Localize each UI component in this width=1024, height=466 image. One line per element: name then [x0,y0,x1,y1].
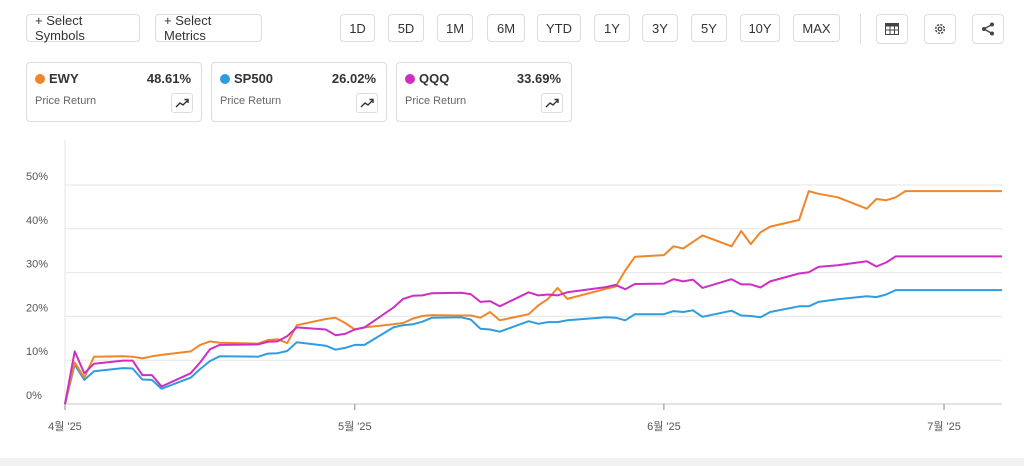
legend-card-ewy[interactable]: EWY 48.61% Price Return [26,62,202,122]
table-view-button[interactable] [876,14,908,44]
ewy-symbol: EWY [49,71,79,86]
price-return-chart[interactable]: 0% 10% 20% 30% 40% 50% 4월 '25 5월 '25 6월 '25 7월 '2… [0,130,1024,450]
range-1d-button[interactable]: 1D [340,14,375,42]
series-line-ewy [64,190,1002,405]
bottom-strip [0,458,1024,466]
trend-icon [175,98,189,108]
y-tick-label: 40% [26,215,48,227]
y-tick-label: 30% [26,259,48,271]
ewy-return-value: 48.61% [146,71,191,86]
qqq-symbol: QQQ [419,71,450,86]
y-tick-label: 50% [26,171,48,183]
x-tick-label: 7월 '25 [927,420,961,433]
range-5y-button[interactable]: 5Y [691,14,727,42]
y-tick-label: 10% [26,346,48,358]
select-symbols-button[interactable]: + Select Symbols [26,13,140,43]
range-6m-button[interactable]: 6M [487,14,525,42]
share-icon [982,22,994,36]
range-1y-button[interactable]: 1Y [594,14,630,42]
qqq-color-dot [405,74,415,84]
y-tick-label: 0% [26,390,42,402]
x-tick-label: 5월 '25 [338,420,372,433]
select-metrics-button[interactable]: + Select Metrics [155,13,262,43]
y-tick-label: 20% [26,302,48,314]
settings-button[interactable] [924,14,956,44]
ewy-metric-label: Price Return [35,95,97,107]
sp500-symbol: SP500 [234,71,274,86]
range-ytd-button[interactable]: YTD [537,14,581,42]
range-5d-button[interactable]: 5D [388,14,424,42]
series-line-sp500 [64,289,1002,405]
ewy-trend-button[interactable] [171,93,193,113]
range-max-button[interactable]: MAX [793,14,840,42]
sp500-trend-button[interactable] [356,93,378,113]
sp500-metric-label: Price Return [220,95,282,107]
range-3y-button[interactable]: 3Y [642,14,678,42]
legend-card-sp500[interactable]: SP500 26.02% Price Return [211,62,387,122]
trend-icon [360,98,374,108]
sp500-color-dot [220,74,230,84]
ewy-color-dot [35,74,45,84]
toolbar-separator [860,14,861,44]
range-10y-button[interactable]: 10Y [740,14,780,42]
qqq-return-value: 33.69% [516,71,561,86]
table-icon [885,23,899,35]
x-tick-label: 6월 '25 [647,420,681,433]
qqq-trend-button[interactable] [541,93,563,113]
series-line-qqq [64,255,1002,405]
x-tick-label: 4월 '25 [48,420,82,433]
share-button[interactable] [972,14,1004,44]
sp500-return-value: 26.02% [331,71,376,86]
trend-icon [545,98,559,108]
legend-card-qqq[interactable]: QQQ 33.69% Price Return [396,62,572,122]
range-1m-button[interactable]: 1M [437,14,473,42]
gear-icon [934,23,946,35]
qqq-metric-label: Price Return [405,95,467,107]
